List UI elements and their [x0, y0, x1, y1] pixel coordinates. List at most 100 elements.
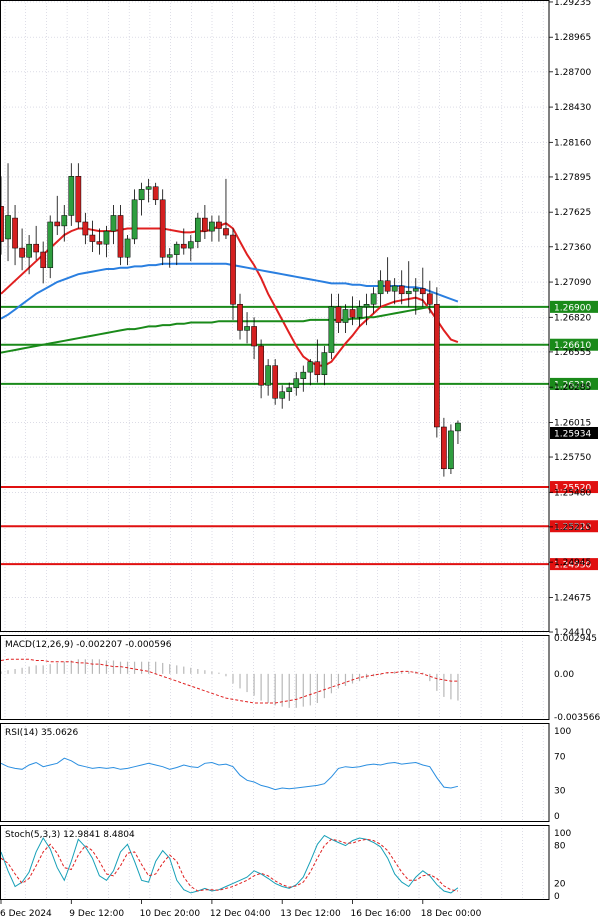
moving-average-line: [0, 305, 458, 354]
rsi-label: RSI(14) 35.0626: [5, 728, 78, 738]
candle-body: [26, 243, 32, 258]
rsi-line: [0, 757, 459, 791]
candle-body: [12, 217, 18, 249]
price-tick-label: 1.28160: [554, 138, 591, 148]
candle-body: [384, 280, 391, 292]
candle-body: [434, 303, 440, 428]
time-tick-label: 13 Dec 12:00: [280, 909, 341, 919]
candle-body: [342, 309, 349, 323]
candle-body: [19, 247, 25, 258]
price-level-label: 1.24930: [554, 561, 591, 571]
candle-body: [391, 285, 398, 292]
candle-body: [61, 215, 68, 227]
candle-body: [398, 285, 405, 295]
candle-body: [377, 280, 384, 295]
candle-body: [68, 176, 75, 216]
candle-body: [180, 243, 187, 249]
rsi-tick-label: 70: [554, 753, 566, 763]
candle-body: [272, 365, 279, 399]
candle-body: [124, 238, 131, 258]
price-tick-label: 1.26555: [554, 348, 591, 358]
panel-frame: [0, 0, 550, 632]
price-tick-label: 1.27090: [554, 278, 591, 288]
candle-body: [258, 345, 264, 386]
candle-body: [293, 378, 300, 389]
candle-body: [131, 199, 138, 240]
candle-body: [286, 387, 293, 392]
candle-body: [426, 293, 433, 305]
candle-body: [441, 426, 447, 470]
price-level-tag: [550, 520, 598, 533]
price-tick-label: 1.24945: [554, 558, 591, 568]
price-level-tag: [550, 558, 598, 571]
time-tick-label: 16 Dec 16:00: [351, 909, 412, 919]
macd-label: MACD(12,26,9) -0.002207 -0.000596: [5, 640, 172, 650]
candle-body: [356, 306, 363, 318]
candle-body: [251, 326, 257, 347]
stoch-d-line: [0, 838, 458, 892]
price-tick-label: 1.27360: [554, 243, 591, 253]
macd-tick-label: -0.003566: [554, 713, 600, 723]
price-tick-label: 1.26285: [554, 383, 591, 393]
candle-body: [5, 215, 11, 240]
candle-body: [40, 251, 47, 268]
price-level-tag: [550, 481, 598, 494]
stoch-label: Stoch(5,3,3) 12.9841 8.4804: [5, 830, 135, 840]
candle-body: [321, 352, 328, 376]
price-level-label: 1.26900: [554, 303, 591, 313]
panel-frames: [0, 0, 550, 900]
candle-body: [209, 221, 215, 232]
price-tick-label: 1.26820: [554, 313, 591, 323]
candle-body: [54, 221, 61, 227]
candle-body: [448, 430, 454, 470]
price-level-tag: [550, 377, 598, 390]
price-level-label: 1.26610: [554, 341, 591, 351]
macd-tick-label: 0.002945: [554, 634, 597, 644]
time-tick-label: 9 Dec 12:00: [69, 909, 124, 919]
candle-body: [33, 243, 39, 253]
candle-body: [216, 221, 222, 229]
horizontal-levels: 1.26900 1.26610 1.26310 1.25520 1.25220 1.249…: [0, 300, 598, 571]
candle-body: [223, 228, 229, 236]
candle-body: [370, 293, 377, 305]
candle-body: [419, 288, 426, 295]
price-level-tag: [550, 338, 598, 351]
candle-body: [110, 215, 117, 232]
candle-body: [349, 309, 356, 318]
candle-body: [103, 230, 110, 245]
candle-body: [187, 241, 194, 249]
grid: [0, 0, 549, 900]
macd-signal-line: [0, 658, 458, 704]
rsi-tick-label: 30: [554, 787, 566, 797]
stoch-tick-label: 100: [554, 829, 571, 839]
candle-body: [405, 290, 412, 295]
candle-body: [335, 306, 342, 323]
candle-body: [307, 361, 314, 373]
candle-body: [166, 254, 173, 258]
current-price-label: 1.25934: [554, 429, 591, 439]
price-tick-label: 1.28965: [554, 33, 591, 43]
candle-body: [265, 365, 271, 386]
candlesticks: [0, 163, 461, 477]
candle-body: [328, 306, 335, 353]
macd-tick-label: 0.00: [554, 670, 574, 680]
price-tick-label: 1.25750: [554, 453, 591, 463]
candle-body: [96, 241, 103, 245]
candle-body: [117, 215, 124, 258]
candle-body: [194, 217, 201, 242]
candle-body: [173, 243, 180, 255]
rsi-tick-label: 100: [554, 727, 571, 737]
price-tick-label: 1.27895: [554, 173, 591, 183]
price-level-label: 1.26310: [554, 380, 591, 390]
candle-body: [152, 186, 159, 201]
rsi-tick-label: 0: [554, 812, 560, 822]
candle-body: [314, 361, 321, 376]
candle-body: [300, 371, 307, 379]
price-tick-label: 1.24675: [554, 593, 591, 603]
price-tick-label: 1.29235: [554, 0, 591, 8]
candle-body: [89, 234, 96, 242]
candle-body: [202, 217, 208, 232]
current-price-tag: [550, 426, 598, 439]
candle-body: [82, 221, 89, 236]
